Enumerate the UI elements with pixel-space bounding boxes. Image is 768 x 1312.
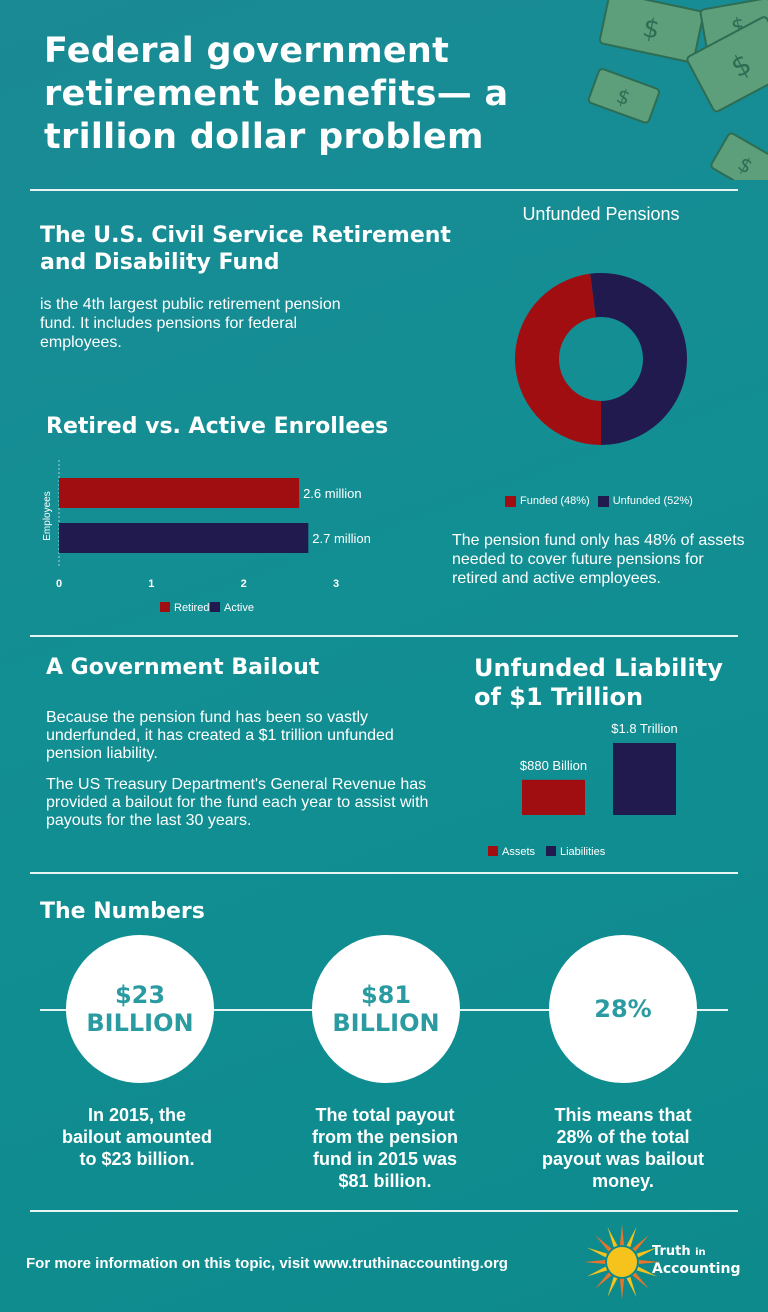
stat-description: In 2015, the bailout amounted to $23 bil… xyxy=(62,1105,212,1169)
sun-ray xyxy=(626,1276,637,1298)
x-tick-label: 0 xyxy=(56,578,62,590)
sun-ray xyxy=(619,1224,625,1246)
liability-bar-chart: $880 Billion $1.8 Trillion Assets Liabiliti… xyxy=(488,721,678,858)
sun-ray xyxy=(607,1226,618,1248)
footer-text: For more information on this topic, visi… xyxy=(26,1255,508,1272)
bar-data-label: $880 Billion xyxy=(520,758,587,773)
sun-ray xyxy=(626,1226,637,1248)
stat-value: $23 BILLION xyxy=(86,981,194,1037)
donut-chart xyxy=(515,273,687,445)
stat-description: The total payout from the pension fund i… xyxy=(311,1105,458,1191)
legend-swatch-unfunded xyxy=(597,495,609,507)
sun-ray xyxy=(607,1276,618,1298)
sun-ray xyxy=(595,1272,612,1289)
legend-label-assets: Assets xyxy=(502,846,536,858)
legend-swatch-retired xyxy=(160,602,170,612)
donut-legend: Funded (48%) Unfunded (52%) xyxy=(505,495,693,507)
sun-ray xyxy=(584,1259,606,1265)
sun-logo-icon xyxy=(584,1224,660,1300)
page-title: Federal government retirement benefits— … xyxy=(44,31,509,157)
csrdf-heading: The U.S. Civil Service Retirement and Di… xyxy=(40,223,451,275)
sun-ray xyxy=(636,1247,658,1258)
x-tick-label: 1 xyxy=(148,578,154,590)
bar-data-label: 2.6 million xyxy=(303,486,362,501)
legend-label-unfunded: Unfunded (52%) xyxy=(612,495,693,507)
x-tick-label: 2 xyxy=(241,578,247,590)
dollar-bill-icon: $ xyxy=(587,68,661,124)
sun-ray xyxy=(632,1272,649,1289)
logo-word-truth: Truth xyxy=(652,1244,691,1259)
bailout-heading: A Government Bailout xyxy=(46,655,320,680)
stat-circle-percent: 28% xyxy=(549,935,697,1083)
numbers-heading: The Numbers xyxy=(40,899,205,924)
donut-chart-title: Unfunded Pensions xyxy=(522,204,680,224)
divider xyxy=(30,635,738,637)
sun-ray xyxy=(586,1266,608,1277)
csrdf-text: is the 4th largest public retirement pen… xyxy=(40,296,341,351)
stat-circle-bailout: $23 BILLION xyxy=(66,935,214,1083)
x-tick-label: 3 xyxy=(333,578,339,590)
bar-data-label: $1.8 Trillion xyxy=(611,721,677,736)
sun-ray xyxy=(595,1235,612,1252)
sun-ray xyxy=(636,1266,658,1277)
bar-liabilities xyxy=(613,743,676,815)
legend-label-liabilities: Liabilities xyxy=(560,846,606,858)
logo-word-accounting: Accounting xyxy=(652,1261,741,1277)
pension-text: The pension fund only has 48% of assets … xyxy=(452,532,745,587)
divider xyxy=(30,872,738,874)
legend-swatch-assets xyxy=(488,846,498,856)
bar-active xyxy=(59,523,309,553)
donut-slice-unfunded xyxy=(590,273,687,445)
donut-slice-funded xyxy=(515,273,601,445)
liability-heading: Unfunded Liability of $1 Trillion xyxy=(474,654,723,711)
bar-data-label: 2.7 million xyxy=(312,531,371,546)
legend-swatch-active xyxy=(210,602,220,612)
stat-circle-payout: $81 BILLION xyxy=(312,935,460,1083)
stat-value: $81 BILLION xyxy=(332,981,440,1037)
svg-text:$: $ xyxy=(640,13,662,46)
bar-retired xyxy=(59,478,300,508)
logo-word-in: in xyxy=(695,1247,706,1258)
dollar-bill-icon: $ xyxy=(686,16,768,113)
dollar-bill-icon: $ xyxy=(598,0,705,64)
dollar-bill-icon: $ xyxy=(710,132,768,180)
stat-description: This means that 28% of the total payout … xyxy=(541,1105,705,1191)
sun-ray xyxy=(619,1278,625,1300)
legend-swatch-liabilities xyxy=(546,846,556,856)
divider xyxy=(30,189,738,191)
y-axis-label: Employees xyxy=(42,491,53,540)
sun-ray xyxy=(632,1235,649,1252)
bar-assets xyxy=(522,779,585,815)
legend-label-active: Active xyxy=(224,602,254,614)
stat-value: 28% xyxy=(594,995,652,1023)
bailout-paragraph-2: The US Treasury Department's General Rev… xyxy=(46,776,429,829)
logo-wordmark: Truth in Accounting xyxy=(652,1244,740,1278)
bailout-paragraph-1: Because the pension fund has been so vas… xyxy=(46,709,394,762)
money-bills-decoration: $ $ $ $ $ xyxy=(587,0,768,180)
legend-swatch-funded xyxy=(505,495,516,507)
divider xyxy=(30,1210,738,1212)
legend-label-funded: Funded (48%) xyxy=(520,495,590,507)
legend-label-retired: Retired xyxy=(174,602,209,614)
sun-ray xyxy=(586,1247,608,1258)
sun-ray xyxy=(638,1259,660,1265)
enrollees-heading: Retired vs. Active Enrollees xyxy=(46,414,389,439)
enrollees-bar-chart: Employees 2.6 million 2.7 million 0 1 2 3 Retir… xyxy=(42,460,371,614)
